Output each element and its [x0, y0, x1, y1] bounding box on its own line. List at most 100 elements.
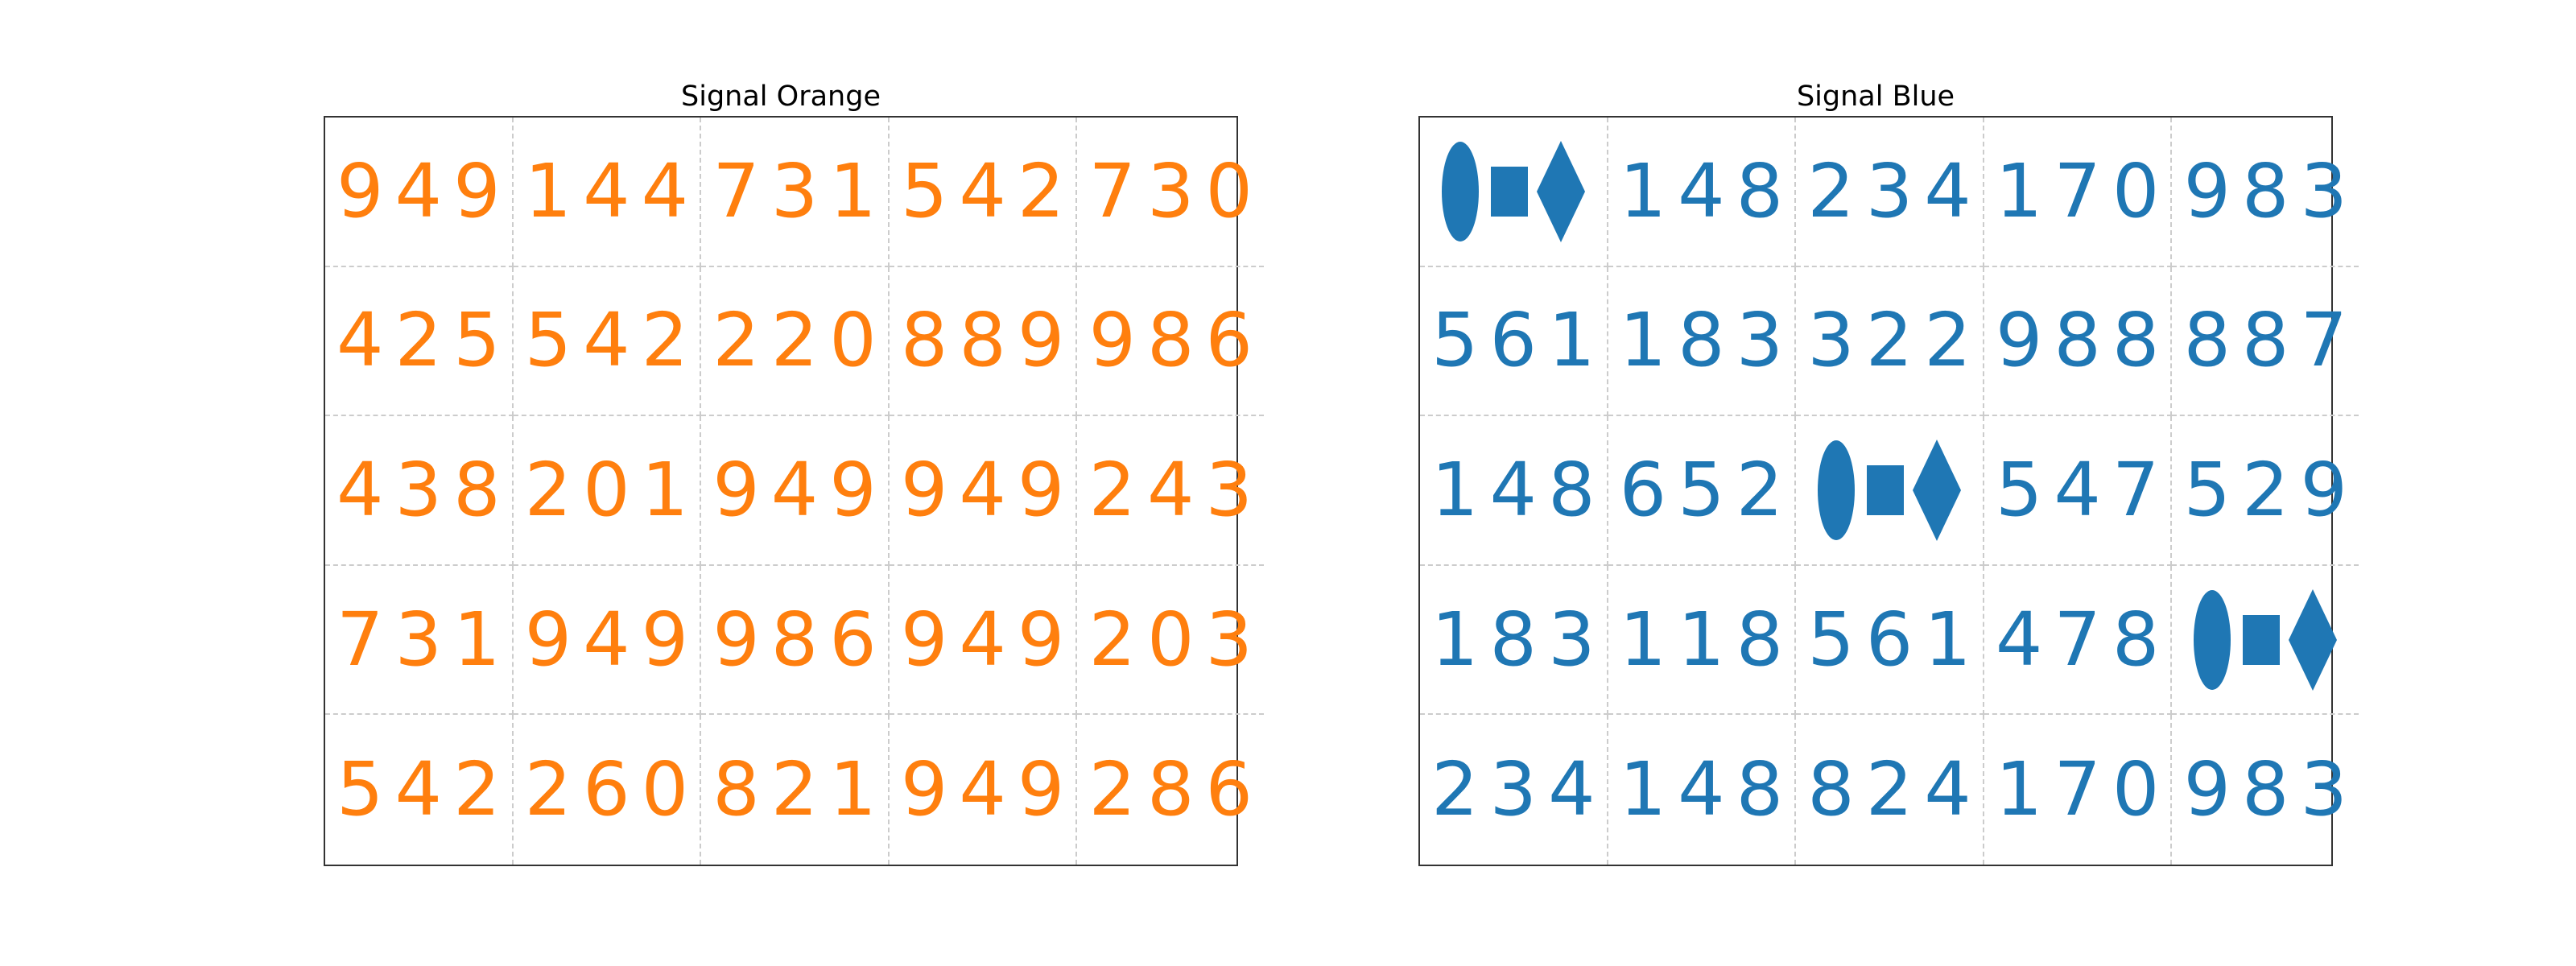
grid-value: 889 [900, 297, 1076, 384]
grid-value: 203 [1088, 596, 1265, 683]
grid-value: 438 [336, 446, 512, 533]
grid-cell: 144 [513, 118, 702, 267]
grid-cell: 986 [1077, 267, 1265, 417]
grid-cell [1420, 118, 1608, 267]
grid-cell: 986 [701, 565, 890, 716]
grid-cell: 561 [1796, 565, 1984, 716]
grid-value: 547 [1995, 446, 2171, 533]
grid-value: 286 [1088, 746, 1265, 833]
grid-cell: 148 [1608, 118, 1797, 267]
grid-value: 322 [1807, 297, 1983, 384]
grid-cell: 286 [1077, 715, 1264, 865]
grid-value: 220 [712, 297, 888, 384]
grid-cell: 234 [1420, 715, 1608, 865]
panel-title: Signal Blue [1796, 80, 1955, 113]
grid-value: 201 [524, 446, 700, 533]
grid-cell: 949 [325, 118, 514, 267]
grid-value: 118 [1619, 596, 1795, 683]
grid-value: 731 [712, 147, 888, 234]
grid-cell: 118 [1608, 565, 1797, 716]
ellipse-square-diamond-icon [1818, 439, 1962, 541]
grid-cell: 542 [513, 266, 702, 417]
grid-value: 652 [1619, 446, 1795, 533]
grid-cell: 983 [2172, 715, 2359, 865]
grid-cell: 220 [701, 266, 890, 417]
grid-cell: 322 [1796, 266, 1984, 417]
grid-cell: 887 [2172, 267, 2359, 417]
grid-cell: 478 [1984, 565, 2173, 716]
grid-value: 988 [1995, 297, 2171, 384]
grid-cell: 988 [1984, 266, 2173, 417]
grid-cell: 203 [1077, 566, 1265, 716]
grid-cell: 438 [325, 416, 514, 566]
grid-cell: 148 [1420, 416, 1608, 566]
grid-cell: 730 [1077, 118, 1265, 267]
grid-cell: 949 [701, 416, 890, 566]
grid-cell: 542 [889, 118, 1078, 267]
grid-value: 170 [1995, 746, 2171, 833]
grid-value: 425 [336, 297, 512, 384]
grid-cell: 425 [325, 266, 514, 417]
grid-cell: 731 [325, 565, 514, 716]
grid-value: 183 [1619, 297, 1795, 384]
grid-value: 478 [1995, 596, 2171, 683]
number-grid: 148 234 170 983 561 183 322 988 887 148 652 547 529 1… [1418, 116, 2359, 866]
grid-cell: 183 [1608, 266, 1797, 417]
grid-cell: 243 [1077, 416, 1265, 566]
grid-cell: 542 [325, 715, 514, 865]
grid-value: 234 [1807, 147, 1983, 234]
grid-value: 561 [1807, 596, 1983, 683]
grid-value: 183 [1431, 596, 1607, 683]
grid-cell: 949 [889, 565, 1078, 716]
grid-cell: 201 [513, 416, 702, 566]
grid-cell: 949 [890, 715, 1078, 865]
grid-cell: 183 [1420, 565, 1608, 716]
grid-cell: 234 [1796, 118, 1984, 267]
grid-cell: 949 [889, 416, 1078, 566]
grid-cell: 260 [514, 715, 702, 865]
ellipse-square-diamond-icon [2194, 588, 2338, 691]
grid-value: 144 [524, 147, 700, 234]
grid-cell [2172, 566, 2359, 716]
grid-value: 731 [336, 596, 512, 683]
grid-value: 529 [2183, 446, 2359, 533]
grid-cell: 821 [701, 715, 890, 865]
grid-value: 986 [712, 596, 888, 683]
grid-value: 821 [712, 746, 888, 833]
grid-value: 983 [2183, 147, 2359, 234]
grid-value: 243 [1088, 446, 1265, 533]
grid-value: 260 [524, 746, 700, 833]
grid-cell: 170 [1984, 715, 2173, 865]
grid-cell: 547 [1984, 416, 2173, 566]
grid-cell: 889 [889, 266, 1078, 417]
grid-value: 949 [524, 596, 700, 683]
grid-cell: 561 [1420, 266, 1608, 417]
grid-cell: 652 [1608, 416, 1797, 566]
grid-value: 949 [900, 746, 1076, 833]
grid-value: 949 [900, 596, 1076, 683]
grid-value: 148 [1619, 746, 1795, 833]
number-grid: 949 144 731 542 730 425 542 220 889 986 438 201 949 9… [324, 116, 1265, 866]
grid-value: 542 [336, 746, 512, 833]
grid-cell: 949 [513, 565, 702, 716]
grid-value: 983 [2183, 746, 2359, 833]
grid-value: 949 [712, 446, 888, 533]
grid-cell: 983 [2172, 118, 2359, 267]
grid-cell: 731 [701, 118, 890, 267]
grid-value: 986 [1088, 297, 1265, 384]
grid-value: 887 [2183, 297, 2359, 384]
panel-signal-orange: Signal Orange 949 144 731 542 730 425 542 220 88… [324, 77, 1265, 866]
ellipse-square-diamond-icon [1441, 140, 1585, 242]
grid-value: 148 [1619, 147, 1795, 234]
panel-title: Signal Orange [681, 80, 881, 113]
grid-value: 170 [1995, 147, 2171, 234]
grid-value: 949 [336, 147, 512, 234]
grid-cell: 529 [2172, 416, 2359, 566]
grid-value: 561 [1431, 297, 1607, 384]
grid-value: 824 [1807, 746, 1983, 833]
grid-cell: 170 [1984, 118, 2173, 267]
grid-value: 730 [1088, 147, 1265, 234]
grid-cell: 824 [1796, 715, 1984, 865]
grid-value: 234 [1431, 746, 1607, 833]
grid-value: 542 [900, 147, 1076, 234]
